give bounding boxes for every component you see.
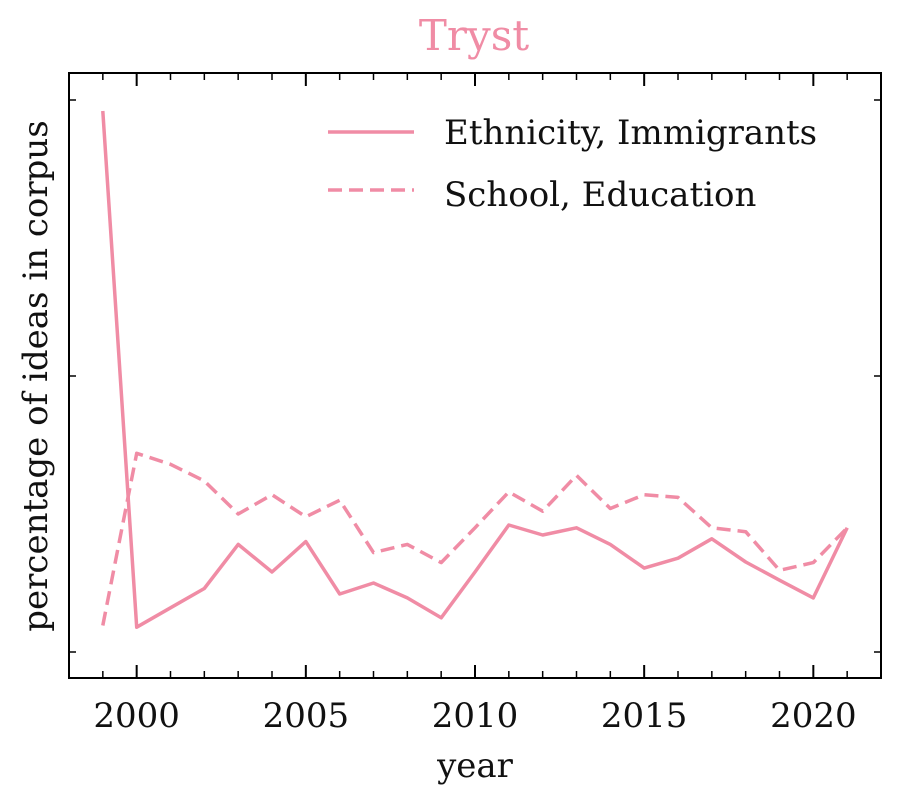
- x-axis-label: year: [436, 746, 514, 786]
- series-line-ethnicity-immigrants: [101, 110, 849, 629]
- x-tick-label: 2015: [601, 696, 688, 736]
- x-tick-label: 2010: [432, 696, 519, 736]
- x-ticks: 2000 2005 2010 2015 2020: [68, 73, 882, 736]
- x-tick-label: 2000: [93, 696, 180, 736]
- chart-title: Tryst: [419, 11, 529, 60]
- x-tick-label: 2005: [263, 696, 350, 736]
- plot-lines: [101, 110, 849, 629]
- x-tick-label: 2020: [770, 696, 857, 736]
- legend-label-school-education: School, Education: [444, 175, 756, 215]
- series-line-school-education: [101, 451, 849, 626]
- legend: Ethnicity, Immigrants School, Education: [328, 113, 817, 215]
- plot-frame: [68, 72, 882, 679]
- y-axis-label: percentage of ideas in corpus: [16, 120, 56, 631]
- y-ticks: [69, 99, 881, 653]
- legend-label-ethnicity-immigrants: Ethnicity, Immigrants: [444, 113, 817, 153]
